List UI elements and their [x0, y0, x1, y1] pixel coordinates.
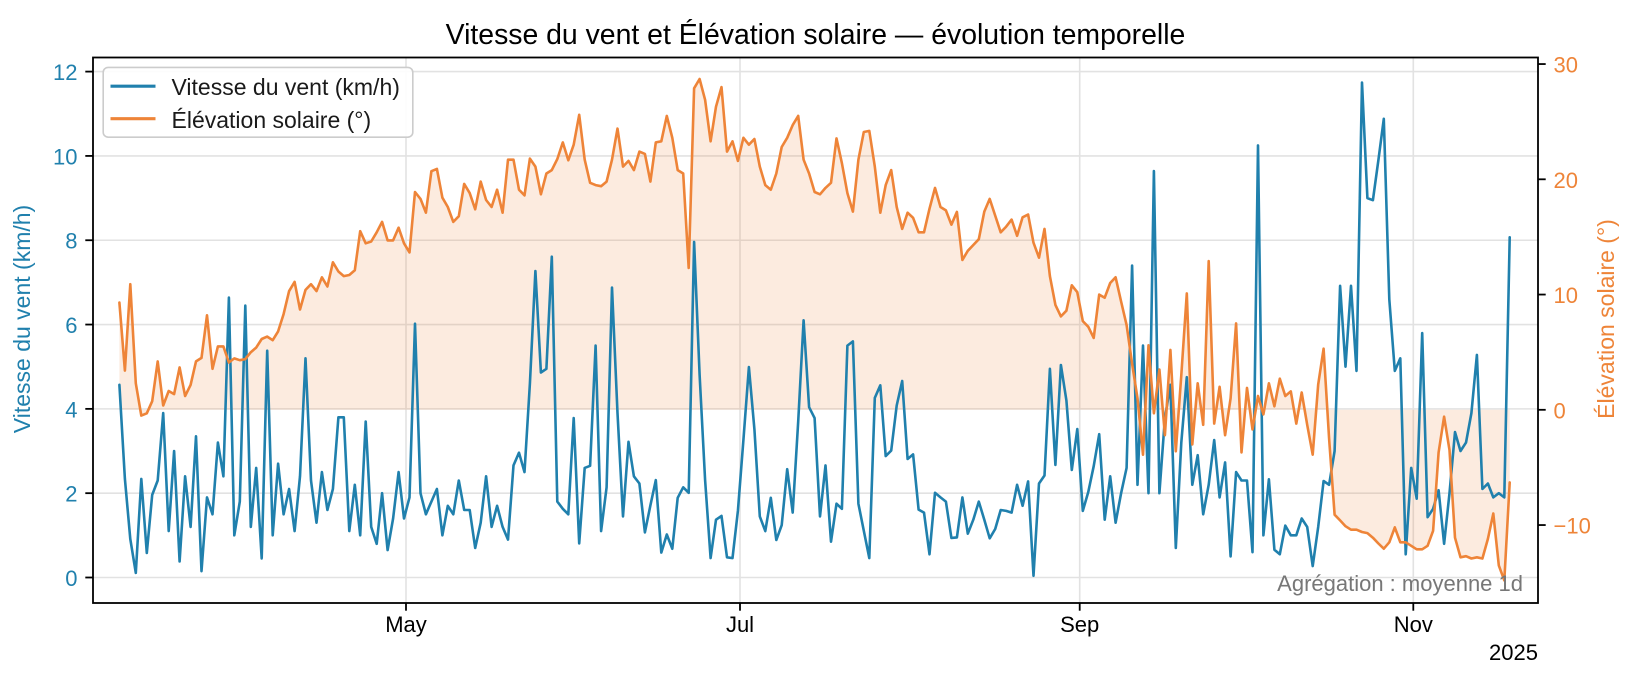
svg-text:20: 20 [1554, 168, 1578, 193]
svg-text:2025: 2025 [1489, 640, 1538, 665]
svg-text:Sep: Sep [1060, 612, 1099, 637]
svg-text:6: 6 [65, 313, 77, 338]
svg-text:Vitesse du vent et Élévation s: Vitesse du vent et Élévation solaire — é… [446, 19, 1186, 51]
svg-text:Agrégation : moyenne 1d: Agrégation : moyenne 1d [1277, 571, 1523, 596]
svg-text:Vitesse du vent (km/h): Vitesse du vent (km/h) [172, 74, 400, 100]
svg-text:10: 10 [1554, 283, 1578, 308]
svg-text:Élévation solaire (°): Élévation solaire (°) [172, 107, 372, 133]
svg-text:Nov: Nov [1394, 612, 1433, 637]
svg-text:Vitesse du vent (km/h): Vitesse du vent (km/h) [9, 205, 35, 433]
svg-text:30: 30 [1554, 53, 1578, 78]
svg-text:May: May [385, 612, 427, 637]
svg-text:Jul: Jul [726, 612, 754, 637]
svg-text:10: 10 [53, 144, 77, 169]
svg-text:2: 2 [65, 482, 77, 507]
svg-text:0: 0 [1554, 398, 1566, 423]
svg-text:4: 4 [65, 397, 77, 422]
svg-text:0: 0 [65, 566, 77, 591]
svg-text:12: 12 [53, 60, 77, 85]
svg-text:Élévation solaire (°): Élévation solaire (°) [1593, 219, 1619, 419]
svg-text:8: 8 [65, 229, 77, 254]
svg-text:−10: −10 [1554, 514, 1591, 539]
